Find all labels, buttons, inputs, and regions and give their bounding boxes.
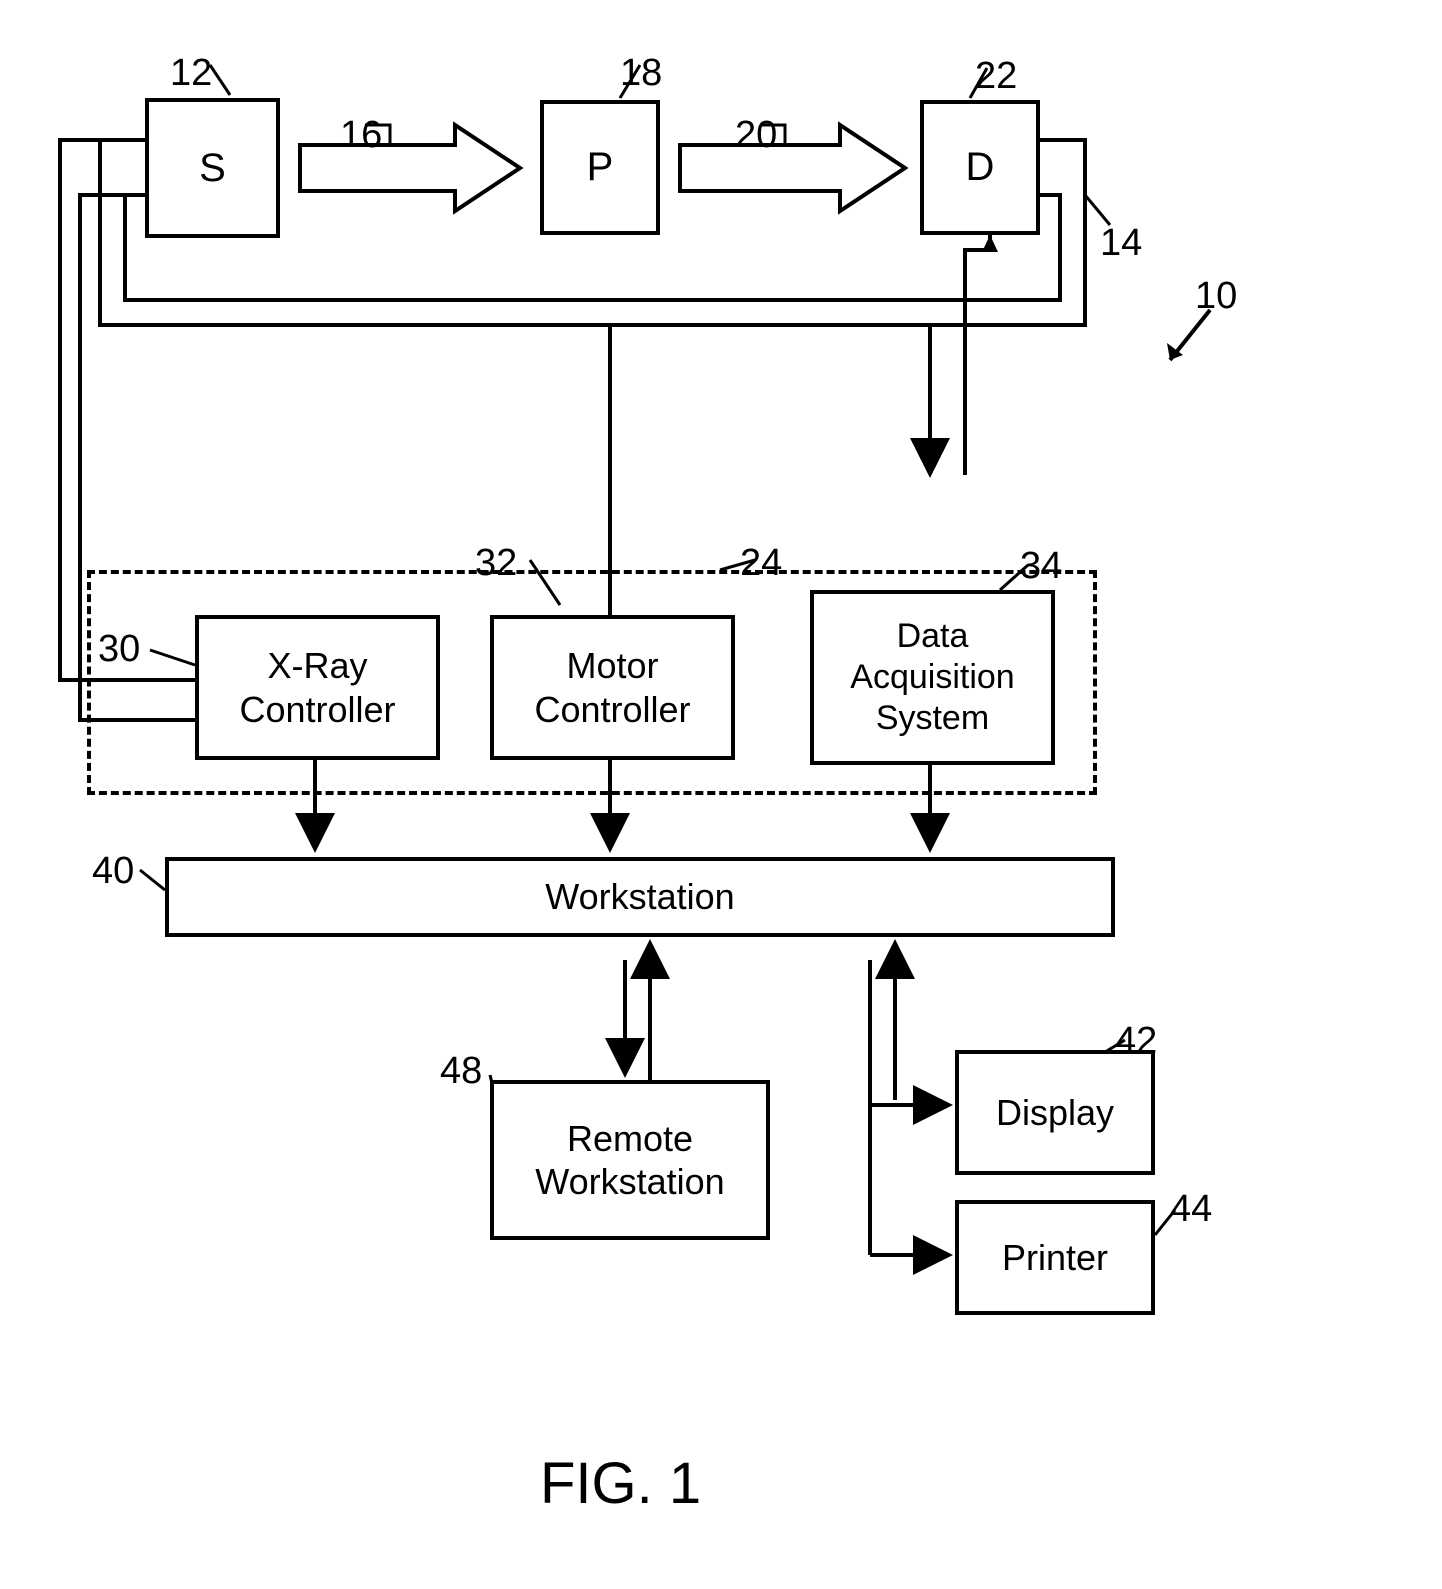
display-label: Display bbox=[996, 1092, 1114, 1134]
d-box: D bbox=[920, 100, 1040, 235]
system-diagram: S P D X-Ray Controller Motor Controller … bbox=[0, 0, 1442, 1589]
remote-workstation-label: Remote Workstation bbox=[494, 1117, 766, 1203]
arrow-16 bbox=[300, 125, 520, 211]
motor-controller-label: Motor Controller bbox=[494, 644, 731, 730]
s-box: S bbox=[145, 98, 280, 238]
motor-controller-box: Motor Controller bbox=[490, 615, 735, 760]
conn-d-up bbox=[965, 235, 990, 475]
xray-controller-box: X-Ray Controller bbox=[195, 615, 440, 760]
xray-controller-label: X-Ray Controller bbox=[199, 644, 436, 730]
figure-caption: FIG. 1 bbox=[540, 1450, 701, 1517]
p-box: P bbox=[540, 100, 660, 235]
display-box: Display bbox=[955, 1050, 1155, 1175]
d-label: D bbox=[966, 145, 995, 190]
leader-40 bbox=[140, 870, 165, 890]
ref-12: 12 bbox=[170, 52, 212, 95]
printer-box: Printer bbox=[955, 1200, 1155, 1315]
ref-14: 14 bbox=[1100, 222, 1142, 265]
ref-16: 16 bbox=[340, 114, 382, 157]
data-acquisition-box: Data Acquisition System bbox=[810, 590, 1055, 765]
workstation-box: Workstation bbox=[165, 857, 1115, 937]
ref-24: 24 bbox=[740, 542, 782, 585]
workstation-label: Workstation bbox=[545, 876, 734, 918]
ref-44: 44 bbox=[1170, 1188, 1212, 1231]
ref-22: 22 bbox=[975, 55, 1017, 98]
ref-48: 48 bbox=[440, 1050, 482, 1093]
leader-14 bbox=[1085, 195, 1110, 225]
conn-d-up-head bbox=[982, 235, 998, 252]
ref-42: 42 bbox=[1115, 1020, 1157, 1063]
remote-workstation-box: Remote Workstation bbox=[490, 1080, 770, 1240]
ref-30: 30 bbox=[98, 628, 140, 671]
ref-40: 40 bbox=[92, 850, 134, 893]
printer-label: Printer bbox=[1002, 1237, 1108, 1279]
ref-32: 32 bbox=[475, 542, 517, 585]
ref-10: 10 bbox=[1195, 275, 1237, 318]
arrow-20 bbox=[680, 125, 905, 211]
ref-20: 20 bbox=[735, 114, 777, 157]
ref-18: 18 bbox=[620, 52, 662, 95]
leader-12 bbox=[210, 65, 230, 95]
p-label: P bbox=[587, 145, 614, 190]
s-label: S bbox=[199, 146, 226, 191]
data-acquisition-label: Data Acquisition System bbox=[814, 616, 1051, 738]
ref-34: 34 bbox=[1020, 545, 1062, 588]
